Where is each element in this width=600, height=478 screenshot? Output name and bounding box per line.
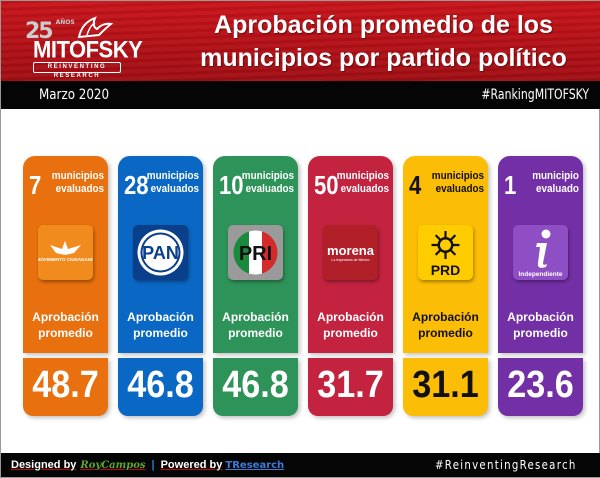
movimiento-ciudadano-logo-icon: MOVIMIENTO CIUDADANO — [38, 225, 93, 280]
prd-sun-logo-icon: PRD — [418, 225, 473, 280]
date-label: Marzo 2020 — [39, 87, 110, 103]
svg-text:PRD: PRD — [431, 262, 461, 278]
approval-value: 31.1 — [412, 364, 479, 406]
header-banner — [1, 1, 600, 81]
ranking-hashtag: #RankingMITOFSKY — [481, 87, 589, 103]
svg-text:Independiente: Independiente — [518, 271, 562, 278]
svg-text:PRI: PRI — [239, 243, 272, 265]
municipality-label: municipios evaluados — [146, 170, 199, 195]
municipality-count: 1 — [504, 170, 517, 200]
designer-link[interactable]: RoyCampos — [80, 460, 146, 471]
pan-logo-icon: PAN — [133, 225, 188, 280]
approval-label: Aprobación promedio — [127, 310, 194, 340]
svg-text:PAN: PAN — [142, 243, 179, 263]
party-card-mc: 7 municipios evaluados MOVIMIENTO CIUDADA… — [23, 156, 108, 353]
approval-label: Aprobación promedio — [507, 310, 574, 340]
approval-label: Aprobación promedio — [222, 310, 289, 340]
approval-value-box: 31.1 — [403, 358, 488, 416]
page-title: Aprobación promedio de los municipios po… — [200, 11, 567, 72]
party-card-morena: 50 municipios evaluados morena La esperanz… — [308, 156, 393, 353]
independiente-info-icon: Independiente — [513, 225, 568, 280]
municipality-count: 50 — [314, 170, 339, 200]
municipality-label: municipio evaluado — [532, 170, 579, 195]
tresearch-link[interactable]: TResearch — [225, 460, 285, 471]
municipality-label: municipios evaluados — [336, 170, 389, 195]
approval-value-box: 48.7 — [23, 358, 108, 416]
approval-label: Aprobación promedio — [412, 310, 479, 340]
morena-logo-icon: morena La esperanza de México — [323, 225, 378, 280]
approval-value: 48.7 — [32, 364, 99, 406]
mitofsky-logo: 25 AÑOS MITOFSKY REINVENTING RESEARCH — [25, 15, 143, 79]
svg-text:morena: morena — [327, 243, 375, 258]
pri-logo-icon: PRI — [228, 225, 283, 280]
footer-bar: Designed by RoyCampos | Powered by TResearc… — [1, 453, 600, 477]
municipality-count: 7 — [29, 170, 42, 200]
bird-icon — [77, 16, 113, 39]
brand-name: MITOFSKY — [33, 35, 143, 64]
approval-value: 31.7 — [317, 364, 384, 406]
party-card-prd: 4 municipios evaluados PRD Aprobación prom… — [403, 156, 488, 353]
approval-label: Aprobación promedio — [317, 310, 384, 340]
party-card-pri: 10 municipios evaluados PRI Aprobación pro… — [213, 156, 298, 353]
party-card-pan: 28 municipios evaluados PAN Aprobación pro… — [118, 156, 203, 353]
approval-value: 46.8 — [222, 364, 289, 406]
brand-tagline: REINVENTING RESEARCH — [33, 62, 121, 79]
municipality-label: municipios evaluados — [431, 170, 484, 195]
municipality-label: municipios evaluados — [51, 170, 104, 195]
approval-value: 23.6 — [507, 364, 574, 406]
approval-value-box: 31.7 — [308, 358, 393, 416]
municipality-count: 28 — [124, 170, 149, 200]
svg-text:La esperanza de México: La esperanza de México — [331, 258, 369, 262]
approval-value-box: 46.8 — [213, 358, 298, 416]
footer-credits: Designed by RoyCampos | Powered by TResearc… — [11, 459, 285, 471]
approval-value: 46.8 — [127, 364, 194, 406]
sub-header-bar: Marzo 2020 #RankingMITOFSKY — [1, 81, 600, 109]
party-card-independiente: 1 municipio evaluado Independiente Aproba… — [498, 156, 583, 353]
approval-value-box: 46.8 — [118, 358, 203, 416]
municipality-count: 4 — [409, 170, 422, 200]
footer-hashtag: #ReinventingResearch — [435, 458, 577, 472]
municipality-count: 10 — [219, 170, 244, 200]
approval-label: Aprobación promedio — [32, 310, 99, 340]
approval-value-box: 23.6 — [498, 358, 583, 416]
svg-text:MOVIMIENTO CIUDADANO: MOVIMIENTO CIUDADANO — [38, 257, 93, 262]
municipality-label: municipios evaluados — [241, 170, 294, 195]
anniversary-mark: 25 AÑOS — [25, 19, 75, 44]
